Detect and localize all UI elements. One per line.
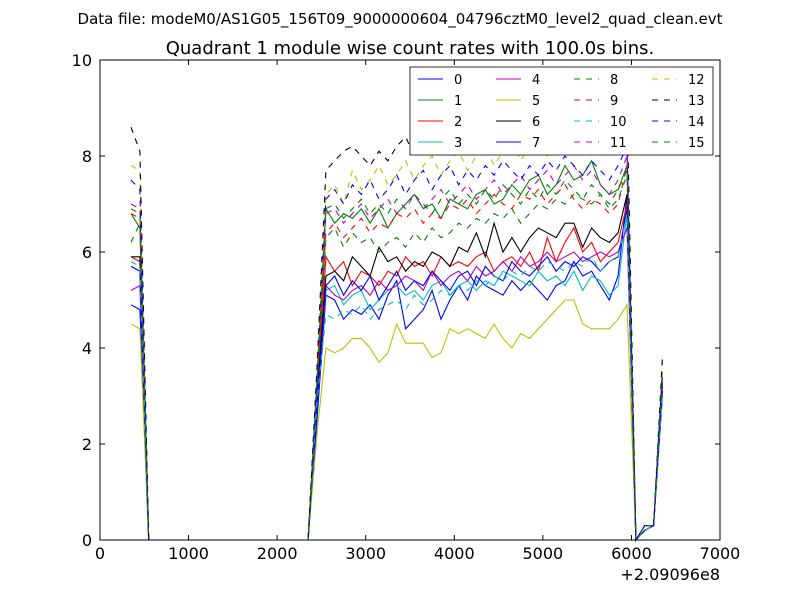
x-tick-label: 6000 <box>611 544 652 563</box>
x-tick-label: 4000 <box>434 544 475 563</box>
legend-label-13: 13 <box>688 94 705 109</box>
series-layer <box>130 98 663 542</box>
y-tick-label: 10 <box>72 51 92 70</box>
series-line-14 <box>130 146 663 542</box>
legend-label-5: 5 <box>532 94 540 109</box>
series-line-11 <box>130 155 663 542</box>
legend-label-1: 1 <box>454 94 462 109</box>
legend-label-7: 7 <box>532 136 540 151</box>
series-line-6 <box>131 194 663 542</box>
legend-label-6: 6 <box>532 115 540 130</box>
x-tick-label: 5000 <box>522 544 563 563</box>
legend-box <box>409 66 714 156</box>
legend-label-14: 14 <box>688 115 705 130</box>
y-tick-label: 6 <box>82 243 92 262</box>
legend-label-2: 2 <box>454 115 462 130</box>
y-tick-label: 4 <box>82 339 92 358</box>
series-line-10 <box>130 213 663 542</box>
series-line-9 <box>130 165 663 542</box>
series-line-7 <box>130 208 663 542</box>
y-tick-label: 0 <box>82 531 92 550</box>
x-tick-label: 0 <box>95 544 105 563</box>
x-tick-label: 3000 <box>345 544 386 563</box>
legend-label-15: 15 <box>688 136 705 151</box>
legend-label-11: 11 <box>610 136 627 151</box>
series-line-13 <box>130 98 663 542</box>
y-tick-label: 8 <box>82 147 92 166</box>
series-line-1 <box>130 159 663 542</box>
chart-title: Quadrant 1 module wise count rates with … <box>166 38 655 59</box>
legend-label-4: 4 <box>532 73 540 88</box>
series-line-2 <box>130 203 663 542</box>
series-line-3 <box>130 213 663 542</box>
x-tick-label: 2000 <box>257 544 298 563</box>
series-line-12 <box>130 117 663 542</box>
series-line-5 <box>130 299 663 542</box>
legend-label-3: 3 <box>454 136 462 151</box>
y-tick-label: 2 <box>82 435 92 454</box>
figure-suptitle: Data file: modeM0/AS1G05_156T09_90000006… <box>78 10 723 29</box>
series-line-15 <box>130 170 663 542</box>
x-tick-label: 1000 <box>168 544 209 563</box>
legend-label-8: 8 <box>610 73 618 88</box>
x-offset-label: +2.09096e8 <box>620 565 720 584</box>
legend-label-9: 9 <box>610 94 618 109</box>
legend-label-0: 0 <box>454 73 462 88</box>
plot-frame <box>99 59 721 541</box>
series-line-8 <box>130 175 663 542</box>
legend-label-10: 10 <box>610 115 627 130</box>
legend-label-12: 12 <box>688 73 705 88</box>
x-tick-label: 7000 <box>700 544 741 563</box>
